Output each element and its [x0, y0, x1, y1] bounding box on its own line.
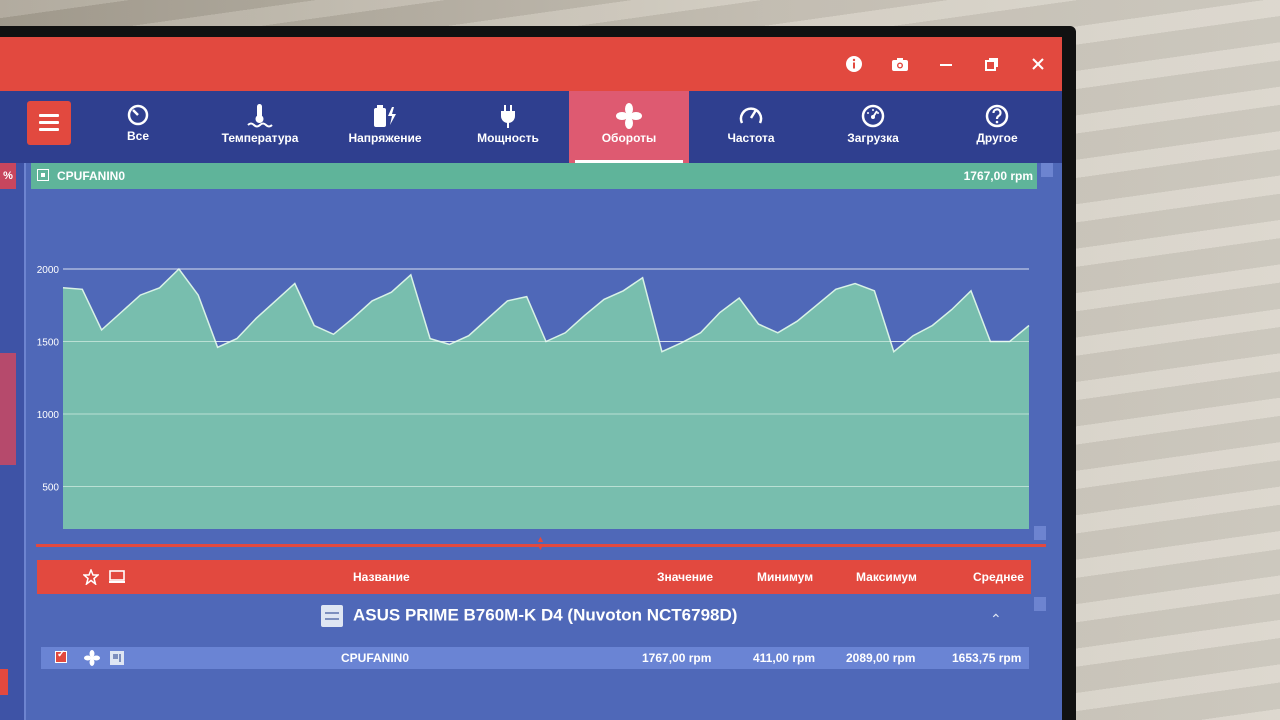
row-avg: 1653,75 rpm	[952, 651, 1022, 665]
close-icon[interactable]	[1028, 55, 1048, 75]
nav-item-load[interactable]: Загрузка	[813, 91, 933, 163]
column-header-avg[interactable]: Среднее	[973, 570, 1024, 584]
left-panel-button[interactable]	[0, 669, 8, 695]
left-panel-bar	[0, 353, 16, 465]
y-tick-label: 1000	[37, 410, 60, 421]
minimize-icon[interactable]	[936, 55, 956, 75]
nav-label: Обороты	[601, 131, 657, 145]
chart-current-value: 1767,00 rpm	[963, 169, 1033, 183]
nav-item-voltage[interactable]: Напряжение	[325, 91, 445, 163]
nav-item-all[interactable]: Все	[78, 91, 198, 163]
camera-icon[interactable]	[890, 55, 910, 75]
row-name: CPUFANIN0	[341, 651, 410, 665]
title-bar	[0, 37, 1062, 91]
table-row[interactable]: CPUFANIN0 1767,00 rpm 411,00 rpm 2089,00…	[41, 647, 1029, 669]
column-header-value[interactable]: Значение	[657, 570, 714, 584]
nav-label: Другое	[976, 131, 1018, 145]
plug-icon	[501, 105, 515, 128]
gauge-icon	[739, 107, 763, 124]
motherboard-icon	[321, 605, 343, 627]
column-header-max[interactable]: Максимум	[856, 570, 917, 584]
fan-icon	[616, 103, 642, 129]
nav-item-power[interactable]: Мощность	[448, 91, 568, 163]
nav-label: Температура	[221, 131, 299, 145]
nav-label: Частота	[727, 131, 775, 145]
nav-item-temperature[interactable]: Температура	[200, 91, 320, 163]
splitter-grip-icon[interactable]: ▲ ▼	[536, 534, 545, 552]
speed-dial-icon	[127, 104, 149, 126]
row-checkbox[interactable]	[55, 649, 67, 663]
info-icon[interactable]	[844, 55, 864, 75]
nav-label: Напряжение	[348, 131, 422, 145]
panel-splitter[interactable]	[36, 544, 1046, 547]
left-panel: %	[0, 163, 26, 720]
row-min: 411,00 rpm	[753, 651, 816, 665]
y-tick-label: 1500	[37, 338, 60, 349]
monitor-icon[interactable]	[108, 569, 126, 585]
nav-label: Мощность	[477, 131, 539, 145]
column-header-min[interactable]: Минимум	[757, 570, 814, 584]
app-window: Все Температура Напряжение Мощность Обор…	[0, 37, 1062, 720]
fan-icon	[84, 650, 100, 666]
load-meter-icon	[861, 104, 885, 128]
rpm-line-series	[62, 267, 1030, 353]
rpm-area-series	[63, 269, 1029, 529]
thermometer-icon	[247, 104, 273, 128]
battery-bolt-icon	[374, 105, 396, 127]
table-scroll-up-button[interactable]	[1034, 597, 1046, 611]
nav-item-other[interactable]: Другое	[937, 91, 1057, 163]
nav-item-fans[interactable]: Обороты	[569, 91, 689, 163]
sensor-table-header: Название Значение Минимум Максимум Средн…	[37, 560, 1031, 594]
row-max: 2089,00 rpm	[846, 651, 916, 665]
category-nav: Все Температура Напряжение Мощность Обор…	[0, 91, 1062, 163]
y-tick-label: 2000	[37, 265, 60, 276]
nav-item-frequency[interactable]: Частота	[691, 91, 811, 163]
nav-label: Загрузка	[847, 131, 899, 145]
restore-icon[interactable]	[982, 55, 1002, 75]
chart-sensor-name: CPUFANIN0	[57, 169, 126, 183]
device-group-title: ASUS PRIME B760M-K D4 (Nuvoton NCT6798D)	[321, 605, 737, 627]
chart-scroll-up-button[interactable]	[1041, 163, 1053, 177]
question-icon	[985, 104, 1009, 128]
hamburger-menu-button[interactable]	[27, 101, 71, 145]
star-icon[interactable]	[83, 569, 99, 585]
chart-scroll-down-button[interactable]	[1034, 526, 1046, 540]
chart-select-checkbox[interactable]	[37, 169, 49, 181]
y-tick-label: 500	[42, 483, 59, 494]
chip-icon	[110, 651, 124, 665]
percent-badge: %	[0, 163, 16, 189]
device-group-label: ASUS PRIME B760M-K D4 (Nuvoton NCT6798D)	[353, 605, 738, 625]
rpm-area-chart: 0500100015002000	[37, 265, 1030, 529]
nav-label: Все	[126, 129, 149, 143]
column-header-name[interactable]: Название	[353, 570, 410, 584]
chevron-up-icon[interactable]: ⌃	[990, 611, 1002, 627]
chart-header: CPUFANIN0 1767,00 rpm	[31, 163, 1037, 189]
row-value: 1767,00 rpm	[642, 651, 712, 665]
